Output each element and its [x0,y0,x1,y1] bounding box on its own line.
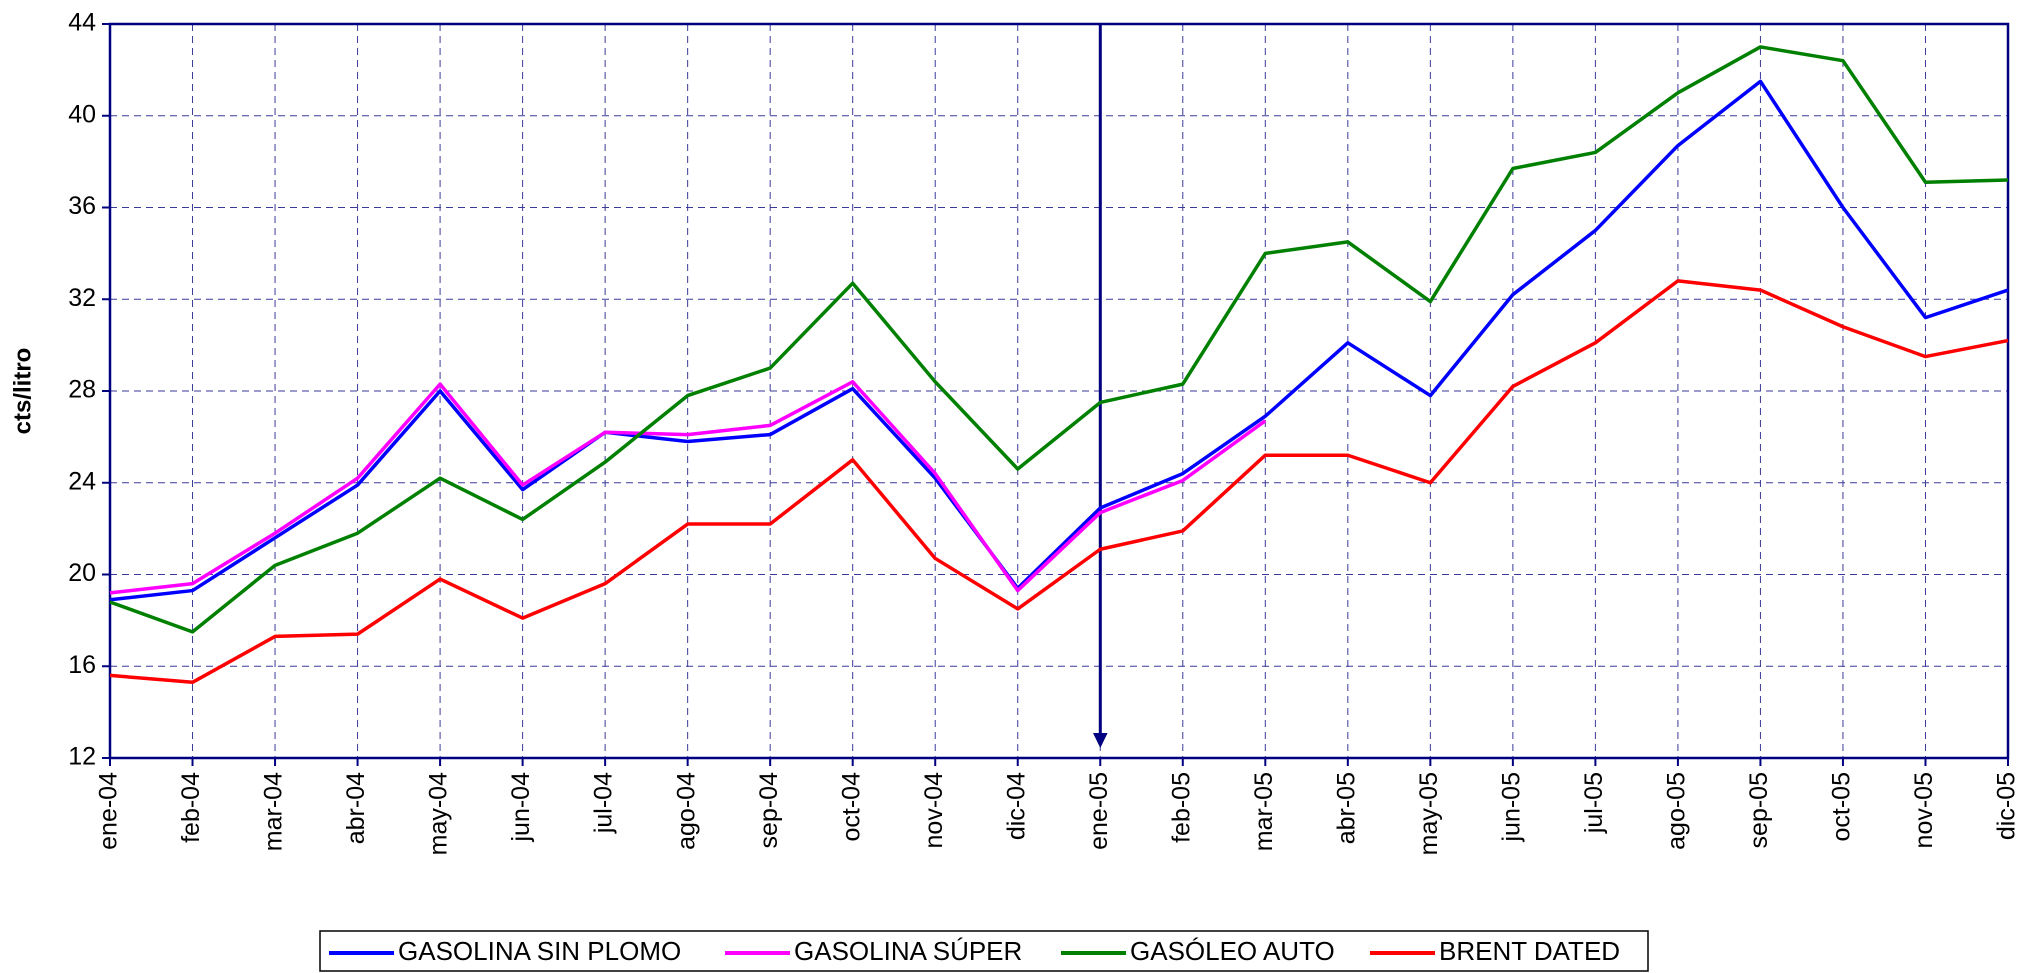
legend-label: GASOLINA SÚPER [794,936,1022,966]
series-line [109,279,2009,685]
x-tick-label: may-05 [1415,772,1443,855]
x-tick-label: jul-05 [1580,772,1608,834]
y-tick-label: 24 [68,467,96,495]
y-tick-label: 28 [68,376,96,404]
plot-border [108,22,2010,760]
y-tick-label: 44 [68,9,96,37]
x-tick-label: sep-04 [755,772,783,849]
x-tick-label: feb-05 [1167,772,1195,843]
y-tick-label: 36 [68,192,96,220]
annotation-arrowhead [1093,733,1108,748]
x-tick-label: abr-05 [1332,772,1360,844]
x-tick-label: may-04 [425,772,453,855]
x-tick-label: ene-04 [95,772,123,850]
y-tick-label: 12 [68,743,96,771]
y-tick-label: 40 [68,100,96,128]
x-tick-label: ago-04 [672,772,700,850]
series-line [109,45,2009,634]
x-tick-label: jun-04 [507,772,535,843]
legend-label: BRENT DATED [1439,936,1620,966]
legend-label: GASOLINA SIN PLOMO [398,936,681,966]
x-tick-label: dic-04 [1002,772,1030,840]
x-tick-label: oct-05 [1828,772,1856,841]
y-tick-label: 16 [68,651,96,679]
x-tick-label: ene-05 [1085,772,1113,850]
plot-area [102,22,2010,766]
x-tick-label: mar-04 [260,772,288,851]
x-tick-label: jun-05 [1497,772,1525,843]
x-tick-label: sep-05 [1745,772,1773,848]
x-tick-label: mar-05 [1250,772,1278,851]
y-tick-label: 32 [68,284,96,312]
legend-label: GASÓLEO AUTO [1130,936,1335,966]
series-line [109,380,1267,595]
y-tick-label: 20 [68,559,96,587]
series-line [109,79,2009,602]
x-tick-label: oct-04 [837,772,865,842]
y-axis-label: cts/litro [9,348,36,435]
x-tick-label: feb-04 [177,772,205,843]
x-tick-label: ago-05 [1663,772,1691,850]
x-tick-label: abr-04 [342,772,370,844]
x-tick-label: dic-05 [1993,772,2021,840]
x-tick-label: jul-04 [590,772,618,834]
x-tick-label: nov-04 [920,772,948,849]
x-tick-label: nov-05 [1910,772,1938,848]
